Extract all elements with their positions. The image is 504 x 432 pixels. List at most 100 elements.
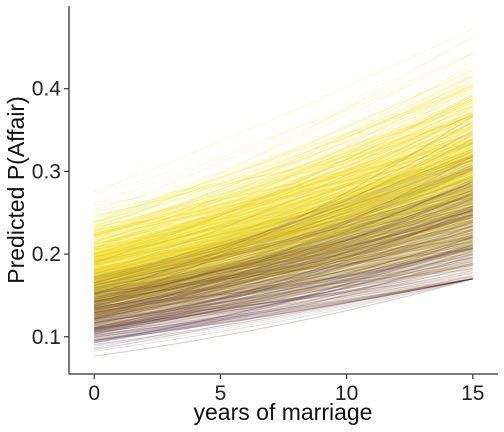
prediction-line: [94, 236, 473, 329]
prediction-line: [94, 228, 473, 302]
prediction-line: [94, 216, 473, 294]
prediction-line: [94, 270, 473, 337]
prediction-line: [94, 96, 474, 248]
prediction-line: [94, 236, 473, 331]
prediction-line: [94, 104, 473, 223]
prediction-line: [94, 173, 473, 270]
prediction-line: [94, 197, 473, 300]
prediction-line: [94, 181, 473, 310]
prediction-line: [94, 70, 474, 225]
prediction-line: [94, 158, 473, 246]
prediction-line: [94, 248, 473, 303]
prediction-line: [94, 244, 473, 332]
prediction-line: [94, 235, 473, 349]
prediction-line: [94, 175, 473, 284]
prediction-line: [94, 239, 473, 324]
prediction-line: [94, 192, 473, 296]
prediction-line: [94, 189, 473, 314]
prediction-line: [94, 228, 473, 310]
prediction-line: [94, 201, 473, 300]
prediction-line: [94, 203, 473, 268]
prediction-line: [94, 138, 473, 237]
prediction-line: [94, 151, 473, 278]
prediction-line: [94, 167, 473, 274]
prediction-line: [94, 128, 473, 251]
prediction-line: [94, 239, 473, 333]
prediction-line: [94, 243, 473, 314]
prediction-line: [94, 184, 473, 293]
prediction-line: [94, 84, 474, 257]
prediction-line: [94, 180, 473, 278]
prediction-line: [94, 188, 473, 295]
prediction-line: [94, 175, 473, 269]
prediction-line: [94, 214, 473, 272]
prediction-line: [94, 185, 473, 303]
prediction-line: [94, 138, 474, 283]
prediction-line: [94, 231, 473, 319]
prediction-line: [94, 143, 473, 257]
prediction-line: [94, 132, 474, 284]
prediction-line: [94, 211, 473, 279]
prediction-line: [94, 125, 473, 258]
prediction-line: [94, 278, 473, 357]
prediction-line: [94, 278, 473, 340]
prediction-line: [94, 115, 473, 246]
prediction-line: [94, 209, 473, 331]
prediction-line: [94, 278, 473, 336]
prediction-line: [94, 179, 473, 290]
prediction-line: [94, 245, 473, 316]
prediction-line: [94, 234, 473, 308]
prediction-line: [94, 209, 473, 307]
prediction-line: [94, 140, 474, 287]
prediction-line: [94, 147, 473, 282]
prediction-line: [94, 188, 473, 298]
prediction-line: [94, 121, 473, 255]
prediction-line: [94, 127, 473, 267]
prediction-line: [94, 191, 473, 239]
prediction-line: [94, 218, 473, 295]
prediction-line: [94, 199, 473, 280]
prediction-line: [94, 169, 473, 294]
prediction-line: [94, 126, 473, 244]
prediction-line: [94, 122, 474, 286]
prediction-line: [94, 221, 473, 309]
prediction-line: [94, 214, 473, 292]
prediction-line: [94, 221, 473, 292]
prediction-line: [94, 126, 473, 249]
prediction-line: [94, 144, 473, 272]
prediction-line: [94, 222, 473, 286]
prediction-line: [94, 244, 473, 314]
prediction-line: [94, 205, 473, 320]
prediction-line: [94, 183, 473, 282]
prediction-line: [94, 207, 473, 298]
prediction-line: [94, 171, 473, 281]
prediction-line: [94, 163, 473, 287]
prediction-line: [94, 205, 474, 333]
prediction-line: [94, 213, 473, 311]
prediction-line: [94, 172, 473, 272]
prediction-line: [94, 202, 473, 300]
prediction-line: [94, 194, 473, 295]
prediction-line: [94, 177, 473, 289]
prediction-line: [94, 75, 474, 235]
prediction-line: [94, 187, 473, 267]
prediction-line: [94, 139, 473, 258]
prediction-line: [94, 80, 474, 235]
prediction-line: [94, 217, 473, 292]
prediction-line: [94, 201, 473, 295]
prediction-line: [94, 259, 473, 326]
prediction-line: [94, 237, 473, 308]
prediction-line: [94, 179, 473, 252]
prediction-line: [94, 236, 473, 304]
prediction-line: [94, 166, 473, 274]
prediction-line: [94, 210, 473, 325]
y-tick-label: 0.3: [32, 160, 61, 183]
prediction-line: [94, 257, 473, 322]
prediction-line: [94, 212, 473, 262]
prediction-line: [94, 195, 473, 279]
prediction-line: [94, 200, 473, 298]
prediction-line: [94, 126, 474, 275]
prediction-line: [94, 181, 473, 299]
prediction-line: [94, 217, 473, 301]
prediction-line: [94, 152, 473, 285]
